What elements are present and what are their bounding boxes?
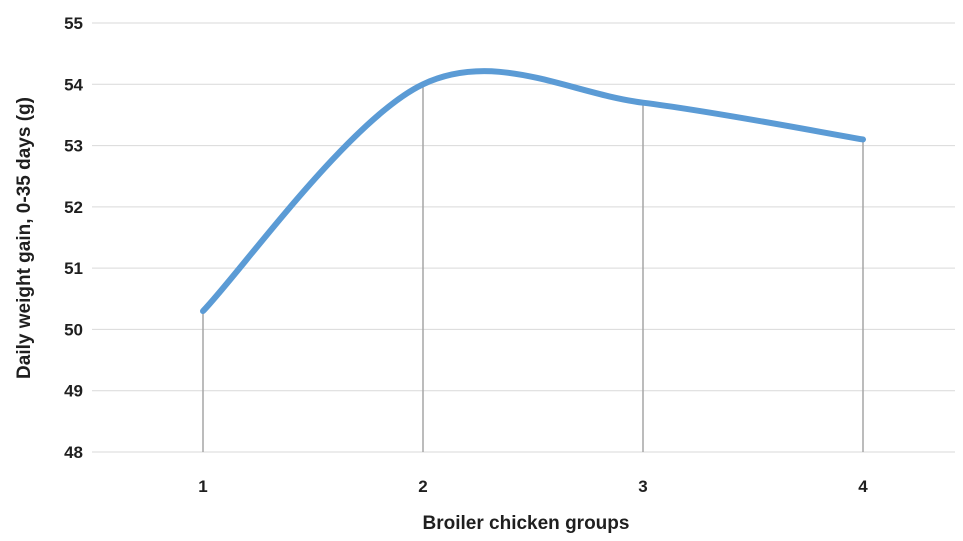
x-tick-label: 1 bbox=[198, 477, 207, 496]
x-axis-title: Broiler chicken groups bbox=[423, 513, 630, 534]
y-tick-label: 52 bbox=[64, 198, 83, 217]
y-axis-title: Daily weight gain, 0-35 days (g) bbox=[14, 97, 35, 379]
x-tick-label: 3 bbox=[638, 477, 647, 496]
y-tick-labels: 48 49 50 51 52 53 54 55 bbox=[64, 14, 83, 462]
y-tick-label: 51 bbox=[64, 259, 83, 278]
series-line bbox=[200, 68, 866, 315]
y-tick-label: 50 bbox=[64, 320, 83, 339]
y-tick-label: 49 bbox=[64, 382, 83, 401]
x-tick-label: 4 bbox=[858, 477, 868, 496]
series bbox=[200, 68, 866, 315]
gridlines bbox=[92, 22, 955, 453]
x-tick-labels: 1 2 3 4 bbox=[198, 477, 868, 496]
y-tick-label: 53 bbox=[64, 137, 83, 156]
y-tick-label: 54 bbox=[64, 75, 83, 94]
y-tick-label: 48 bbox=[64, 443, 83, 462]
x-tick-label: 2 bbox=[418, 477, 427, 496]
y-tick-label: 55 bbox=[64, 14, 83, 33]
drop-lines bbox=[202, 84, 864, 452]
